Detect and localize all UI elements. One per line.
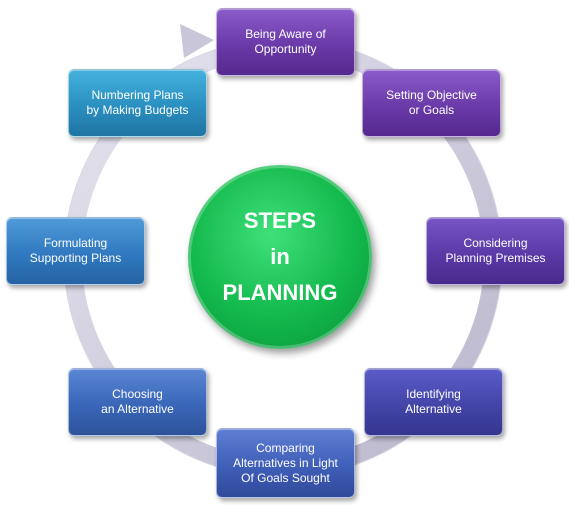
step-formulating-supporting-plans: Formulating Supporting Plans	[6, 217, 145, 285]
step-comparing-alternatives: Comparing Alternatives in Light Of Goals…	[216, 428, 355, 498]
step-identifying-alternative: Identifying Alternative	[364, 368, 503, 436]
ring-arrowhead	[180, 24, 214, 58]
step-being-aware-of-opportunity: Being Aware of Opportunity	[216, 8, 355, 76]
step-setting-objective-or-goals: Setting Objective or Goals	[362, 69, 501, 137]
center-circle-steps-in-planning: STEPS in PLANNING	[188, 165, 372, 349]
step-considering-planning-premises: Considering Planning Premises	[426, 217, 565, 285]
step-choosing-an-alternative: Choosing an Alternative	[68, 368, 207, 436]
step-numbering-plans-by-budgets: Numbering Plans by Making Budgets	[68, 69, 207, 137]
